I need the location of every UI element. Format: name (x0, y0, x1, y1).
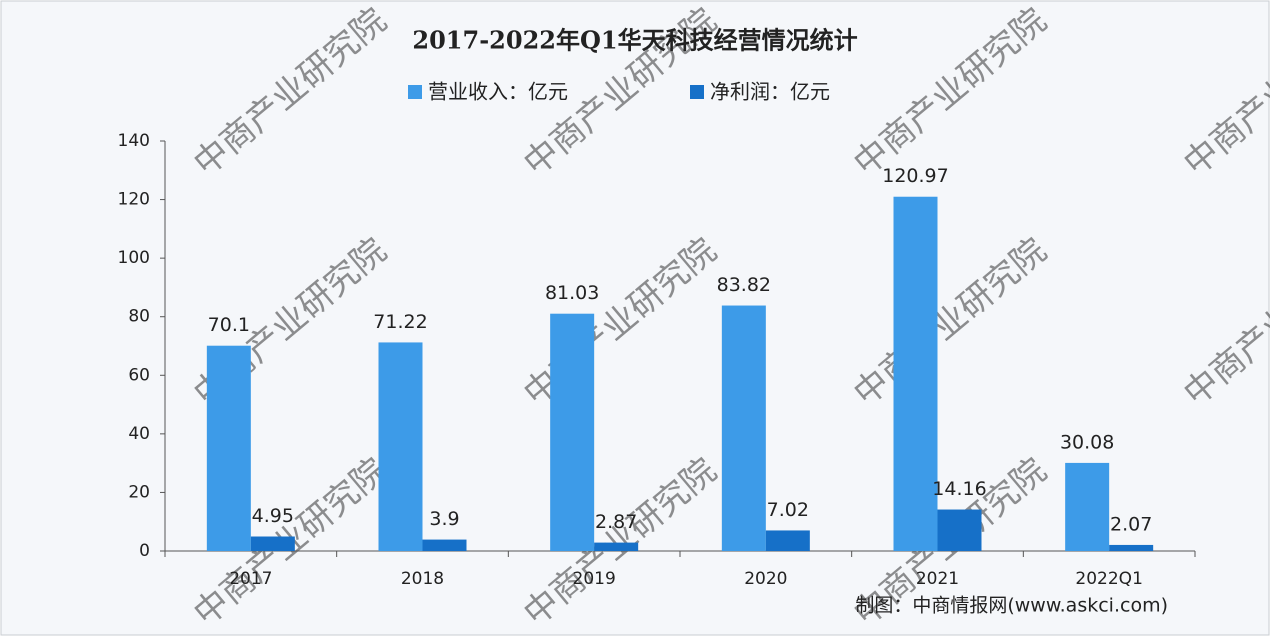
bar (937, 509, 982, 551)
x-tick-label: 2021 (916, 569, 959, 589)
data-label: 71.22 (373, 311, 427, 333)
y-tick-label: 40 (128, 424, 150, 444)
data-label: 4.95 (252, 505, 294, 527)
x-tick-label: 2018 (401, 569, 444, 589)
data-label: 70.1 (208, 314, 250, 336)
bar (893, 196, 938, 551)
bar (250, 536, 295, 551)
x-tick-label: 2019 (573, 569, 616, 589)
legend-swatch (690, 85, 704, 99)
chart-title: 2017-2022年Q1华天科技经营情况统计 (412, 26, 857, 55)
x-tick-label: 2022Q1 (1075, 569, 1142, 589)
bar (594, 542, 639, 551)
bar (721, 305, 766, 551)
data-label: 81.03 (545, 282, 599, 304)
y-tick-label: 60 (128, 365, 150, 385)
bar (378, 342, 423, 551)
y-tick-label: 140 (118, 131, 150, 151)
data-label: 3.9 (429, 508, 459, 530)
legend-label: 净利润：亿元 (710, 80, 830, 104)
y-tick-label: 100 (118, 248, 150, 268)
data-label: 83.82 (717, 274, 771, 296)
source: 制图：中商情报网(www.askci.com) (855, 595, 1168, 617)
legend-swatch (408, 85, 422, 99)
bar (1109, 544, 1154, 551)
bar (550, 313, 595, 551)
y-tick-label: 80 (128, 307, 150, 327)
y-tick-label: 20 (128, 482, 150, 502)
data-label: 7.02 (767, 499, 809, 521)
legend-label: 营业收入：亿元 (428, 80, 568, 104)
x-tick-label: 2020 (744, 569, 787, 589)
bar (1065, 462, 1110, 551)
data-label: 30.08 (1060, 431, 1114, 453)
bar (422, 539, 467, 551)
data-label: 2.87 (595, 511, 637, 533)
y-tick-label: 0 (139, 541, 150, 561)
data-label: 14.16 (932, 478, 986, 500)
bar (206, 345, 251, 551)
data-label: 120.97 (882, 165, 948, 187)
y-tick-label: 120 (118, 190, 150, 210)
data-label: 2.07 (1110, 513, 1152, 535)
bar (765, 530, 810, 551)
x-tick-label: 2017 (229, 569, 272, 589)
